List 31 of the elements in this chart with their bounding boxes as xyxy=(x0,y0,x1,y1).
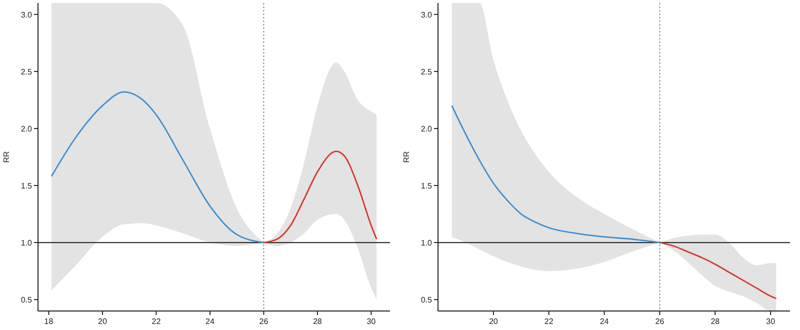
x-tick-label: 28 xyxy=(312,317,322,326)
line-series xyxy=(659,242,777,300)
y-tick-label: 2.5 xyxy=(20,67,33,76)
x-tick-label: 26 xyxy=(259,317,269,326)
y-tick-label: 1.0 xyxy=(420,238,433,248)
x-tick-label: 30 xyxy=(366,317,376,326)
y-tick-label: 3.0 xyxy=(420,10,433,20)
y-tick-label: 2.0 xyxy=(420,124,433,134)
y-tick-label: 0.5 xyxy=(420,296,433,305)
line-series xyxy=(451,104,660,244)
x-tick-label: 22 xyxy=(152,317,162,326)
y-axis-title: RR xyxy=(402,151,411,163)
y-tick-label: 2.0 xyxy=(20,124,33,134)
x-tick-label: 28 xyxy=(710,317,720,326)
line-series xyxy=(50,91,264,244)
y-axis-title: RR xyxy=(2,151,11,163)
y-tick-label: 0.5 xyxy=(20,296,33,305)
y-tick-label: 1.0 xyxy=(20,238,33,248)
line-series xyxy=(263,150,378,244)
y-tick-label: 1.5 xyxy=(20,182,33,191)
x-tick-label: 18 xyxy=(44,317,54,326)
y-tick-label: 3.0 xyxy=(20,10,33,20)
x-tick-label: 24 xyxy=(600,317,610,326)
x-tick-label: 30 xyxy=(766,317,776,326)
x-tick-label: 20 xyxy=(488,317,498,326)
x-tick-label: 26 xyxy=(655,317,665,326)
x-tick-label: 20 xyxy=(98,317,108,326)
x-tick-label: 24 xyxy=(206,317,215,326)
x-tick-label: 22 xyxy=(544,317,554,326)
y-tick-label: 1.5 xyxy=(420,182,433,191)
y-tick-label: 2.5 xyxy=(420,67,433,76)
